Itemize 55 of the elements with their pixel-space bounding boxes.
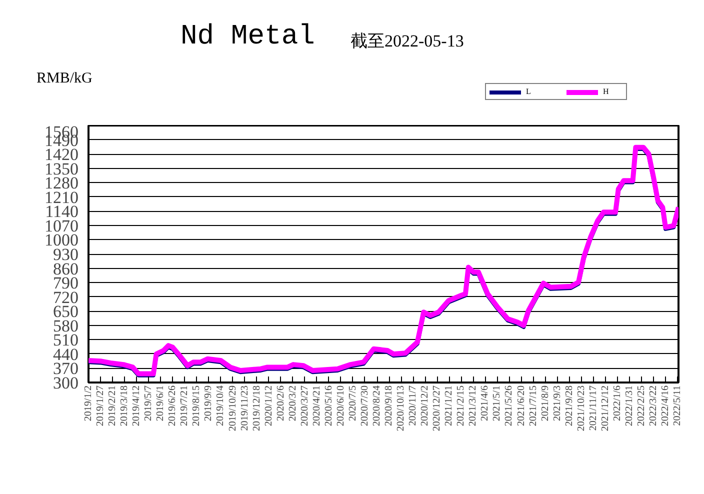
- x-tick-label: 2021/7/15: [528, 385, 539, 426]
- x-tick-label: 2020/7/30: [359, 385, 370, 426]
- x-tick-label: 2019/1/27: [95, 385, 106, 426]
- x-tick-label: 2022/4/16: [660, 385, 672, 426]
- x-tick-label: 2021/8/9: [540, 385, 551, 422]
- x-tick-label: 2020/1/12: [263, 385, 274, 426]
- x-tick-label: 2019/5/7: [143, 385, 154, 422]
- x-tick-label: 2022/1/6: [612, 385, 623, 422]
- x-tick-label: 2021/6/20: [516, 385, 527, 426]
- x-tick-label: 2019/1/2: [83, 385, 94, 422]
- x-tick-label: 2021/9/3: [552, 385, 563, 422]
- x-tick-label: 2020/9/18: [384, 385, 395, 426]
- x-tick-label: 2020/3/27: [299, 385, 310, 426]
- x-tick-label: 2020/2/6: [275, 385, 286, 422]
- x-tick-label: 2019/6/26: [167, 385, 178, 426]
- x-tick-label: 2020/3/2: [287, 385, 298, 422]
- x-tick-label: 2019/10/29: [227, 385, 238, 432]
- x-tick-label: 2020/4/21: [311, 385, 322, 426]
- x-tick-label: 2021/1/21: [444, 385, 455, 426]
- chart-title: Nd Metal: [180, 22, 315, 52]
- x-tick-label: 2021/9/28: [564, 385, 575, 426]
- x-tick-label: 2020/6/10: [335, 385, 346, 426]
- x-tick-label: 2022/2/25: [636, 385, 647, 426]
- x-tick-label: 2019/9/9: [203, 385, 214, 422]
- x-tick-label: 2020/11/7: [408, 386, 419, 426]
- x-tick-label: 2022/5/11: [672, 386, 684, 426]
- y-axis-title: RMB/kG: [36, 70, 93, 86]
- x-tick-label: 2020/7/5: [347, 385, 358, 422]
- x-tick-label: 2021/3/12: [468, 385, 479, 426]
- x-tick-label: 2022/3/22: [648, 385, 659, 426]
- x-tick-label: 2020/10/13: [396, 385, 407, 432]
- x-tick-label: 2020/12/27: [432, 385, 443, 432]
- x-tick-label: 2019/8/15: [191, 385, 202, 426]
- x-tick-label: 2019/6/1: [155, 385, 166, 422]
- x-tick-label: 2022/1/31: [624, 385, 635, 426]
- x-tick-label: 2020/5/16: [323, 385, 334, 426]
- x-tick-label: 2019/4/12: [131, 385, 142, 426]
- x-tick-label: 2021/10/23: [576, 385, 587, 432]
- legend-label: H: [603, 87, 610, 96]
- x-tick-label: 2019/12/18: [251, 385, 262, 432]
- x-tick-label: 2021/2/15: [456, 385, 467, 426]
- x-tick-label: 2019/11/23: [239, 386, 250, 431]
- legend-label: L: [526, 87, 532, 96]
- x-tick-label: 2020/12/2: [420, 385, 431, 426]
- x-tick-label: 2019/10/4: [215, 385, 226, 426]
- x-tick-label: 2020/8/24: [372, 385, 383, 426]
- x-tick-label: 2021/4/6: [480, 385, 491, 422]
- x-tick-label: 2021/5/26: [504, 385, 515, 426]
- x-tick-label: 2021/12/12: [600, 385, 611, 432]
- chart-subtitle: 截至2022-05-13: [350, 32, 464, 50]
- x-tick-label: 2019/3/18: [119, 385, 130, 426]
- x-tick-label: 2019/2/21: [107, 385, 118, 426]
- x-tick-label: 2021/11/17: [588, 386, 599, 431]
- x-tick-label: 2021/5/1: [492, 385, 503, 422]
- x-tick-label: 2019/7/21: [179, 385, 190, 426]
